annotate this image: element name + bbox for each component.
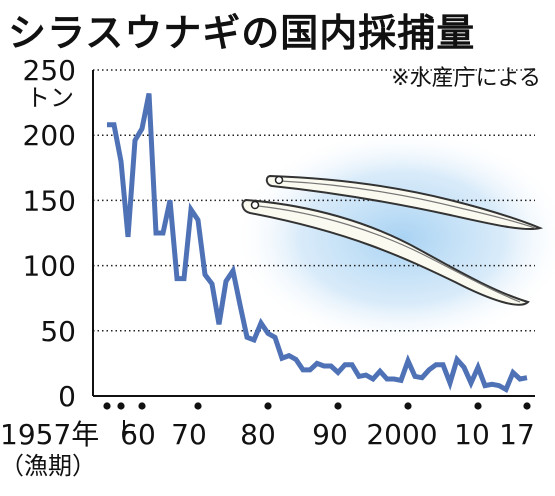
- axes: [92, 70, 535, 397]
- x-tick-bracket: [123, 420, 134, 433]
- series-group: [106, 93, 528, 394]
- x-tick-dot: [138, 402, 146, 410]
- x-tick-dot: [404, 402, 412, 410]
- x-tick-dot: [117, 402, 125, 410]
- y-tick-label: 0: [58, 380, 76, 413]
- x-tick-dot: [523, 402, 531, 410]
- x-tick-label: 70: [171, 418, 207, 451]
- y-tick-label: 250: [23, 54, 76, 87]
- eel-upper: [265, 174, 544, 231]
- x-tick-label: 1957年: [0, 418, 99, 451]
- x-tick-dot: [334, 402, 342, 410]
- x-tick-dot: [194, 402, 202, 410]
- grid-lines: [93, 69, 535, 332]
- eel-lower: [241, 198, 530, 306]
- x-tick-label: 60: [120, 418, 156, 451]
- eel-lower-stripe: [257, 205, 521, 303]
- x-tick-dot: [474, 402, 482, 410]
- y-tick-label: 100: [23, 250, 76, 283]
- y-tick-labels: 0 50 100 150 200 250: [23, 54, 76, 413]
- y-tick-label: 150: [23, 184, 76, 217]
- x-tick-label: 10: [454, 418, 490, 451]
- y-tick-label: 50: [40, 315, 76, 348]
- x-tick-dot: [264, 402, 272, 410]
- glass-eel-illustration: [241, 174, 544, 306]
- x-tick-label: 17: [499, 418, 535, 451]
- y-tick-label: 200: [23, 119, 76, 152]
- eel-lower-eye: [250, 200, 260, 210]
- x-axis-note: （漁期）: [0, 452, 96, 480]
- x-tick-label: 2000: [366, 418, 437, 451]
- x-tick-label: 80: [240, 418, 276, 451]
- eel-upper-stripe: [279, 180, 536, 229]
- x-tick-dot: [103, 402, 111, 410]
- eel-upper-eye: [274, 175, 284, 185]
- chart-title: シラスウナギの国内採捕量: [8, 11, 476, 55]
- y-axis-unit: トン: [26, 84, 74, 112]
- x-tick-labels: 1957年 60 70 80 90 2000 10 17: [0, 402, 535, 451]
- x-tick-label: 90: [312, 418, 348, 451]
